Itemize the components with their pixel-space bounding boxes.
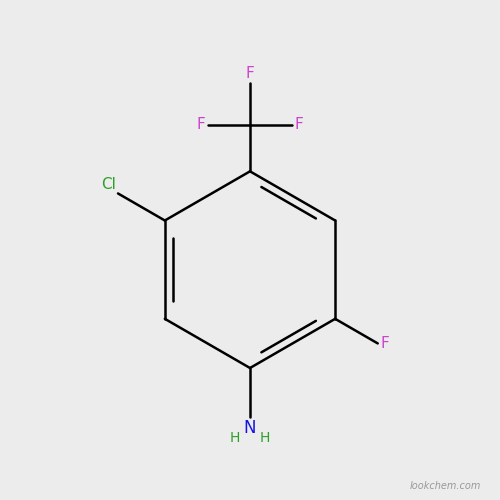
Text: F: F xyxy=(380,336,390,351)
Text: F: F xyxy=(246,66,254,81)
Text: Cl: Cl xyxy=(100,177,116,192)
Text: lookchem.com: lookchem.com xyxy=(410,481,481,491)
Text: N: N xyxy=(244,419,256,437)
Text: H: H xyxy=(260,431,270,445)
Text: F: F xyxy=(196,117,205,132)
Text: F: F xyxy=(294,117,304,132)
Text: H: H xyxy=(230,431,240,445)
